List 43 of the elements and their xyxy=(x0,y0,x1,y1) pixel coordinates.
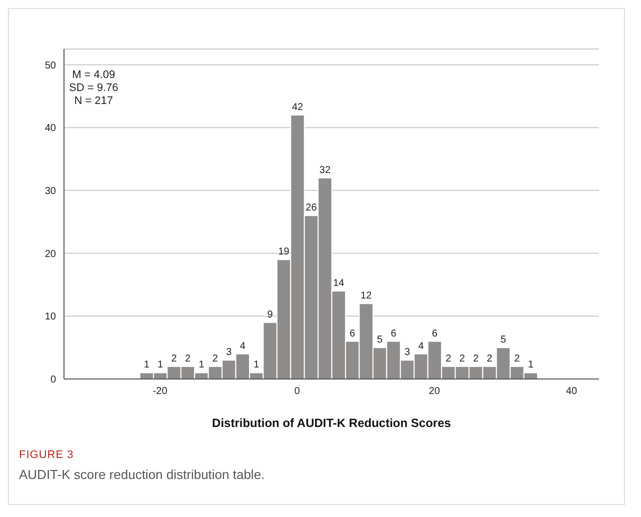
y-tick-label: 0 xyxy=(50,374,56,386)
data-label: 1 xyxy=(528,360,534,371)
data-label: 9 xyxy=(267,309,274,320)
x-tick-label: 20 xyxy=(428,386,440,398)
data-label: 5 xyxy=(377,334,384,346)
data-label: 5 xyxy=(500,334,507,346)
data-label: 4 xyxy=(240,340,246,352)
x-tick-label: 0 xyxy=(294,386,300,398)
y-tick-label: 20 xyxy=(44,248,56,260)
data-label: 19 xyxy=(278,246,290,258)
data-label: 3 xyxy=(226,347,232,358)
data-label: 1 xyxy=(144,360,150,371)
annotation: M = 4.09 SD = 9.76 N = 217 xyxy=(69,69,118,108)
y-tick-label: 50 xyxy=(44,60,56,72)
data-label: 42 xyxy=(292,102,304,113)
y-tick-label: 30 xyxy=(44,186,56,197)
x-tick-label: -20 xyxy=(152,386,168,398)
data-label: 12 xyxy=(360,290,372,302)
data-label: 26 xyxy=(306,202,318,214)
data-label: 1 xyxy=(158,360,164,371)
data-label: 6 xyxy=(432,328,438,340)
data-label: 3 xyxy=(404,347,410,358)
caption: FIGURE 3 xyxy=(19,449,74,461)
data-label: 6 xyxy=(350,328,356,340)
data-label: 2 xyxy=(212,353,218,364)
x-tick-label: 40 xyxy=(566,386,578,398)
data-label: 32 xyxy=(319,164,331,176)
data-label: 14 xyxy=(333,278,345,289)
y-tick-label: 10 xyxy=(44,312,56,323)
text: AUDIT-K score reduction distribution table. xyxy=(19,467,265,482)
data-label: 2 xyxy=(459,353,466,364)
data-label: 2 xyxy=(486,353,493,364)
data-label: 2 xyxy=(514,353,520,364)
data-label: 2 xyxy=(171,353,178,364)
data-label: 6 xyxy=(390,328,397,340)
data-label: 1 xyxy=(254,360,260,371)
data-label: 2 xyxy=(446,353,452,364)
x-axis-title: Distribution of AUDIT-K Reduction Scores xyxy=(212,416,452,430)
data-label: 2 xyxy=(473,353,480,364)
data-label: 1 xyxy=(198,360,205,371)
data-label: 4 xyxy=(418,340,424,352)
data-label: 2 xyxy=(184,353,191,364)
y-tick-label: 40 xyxy=(44,123,56,134)
